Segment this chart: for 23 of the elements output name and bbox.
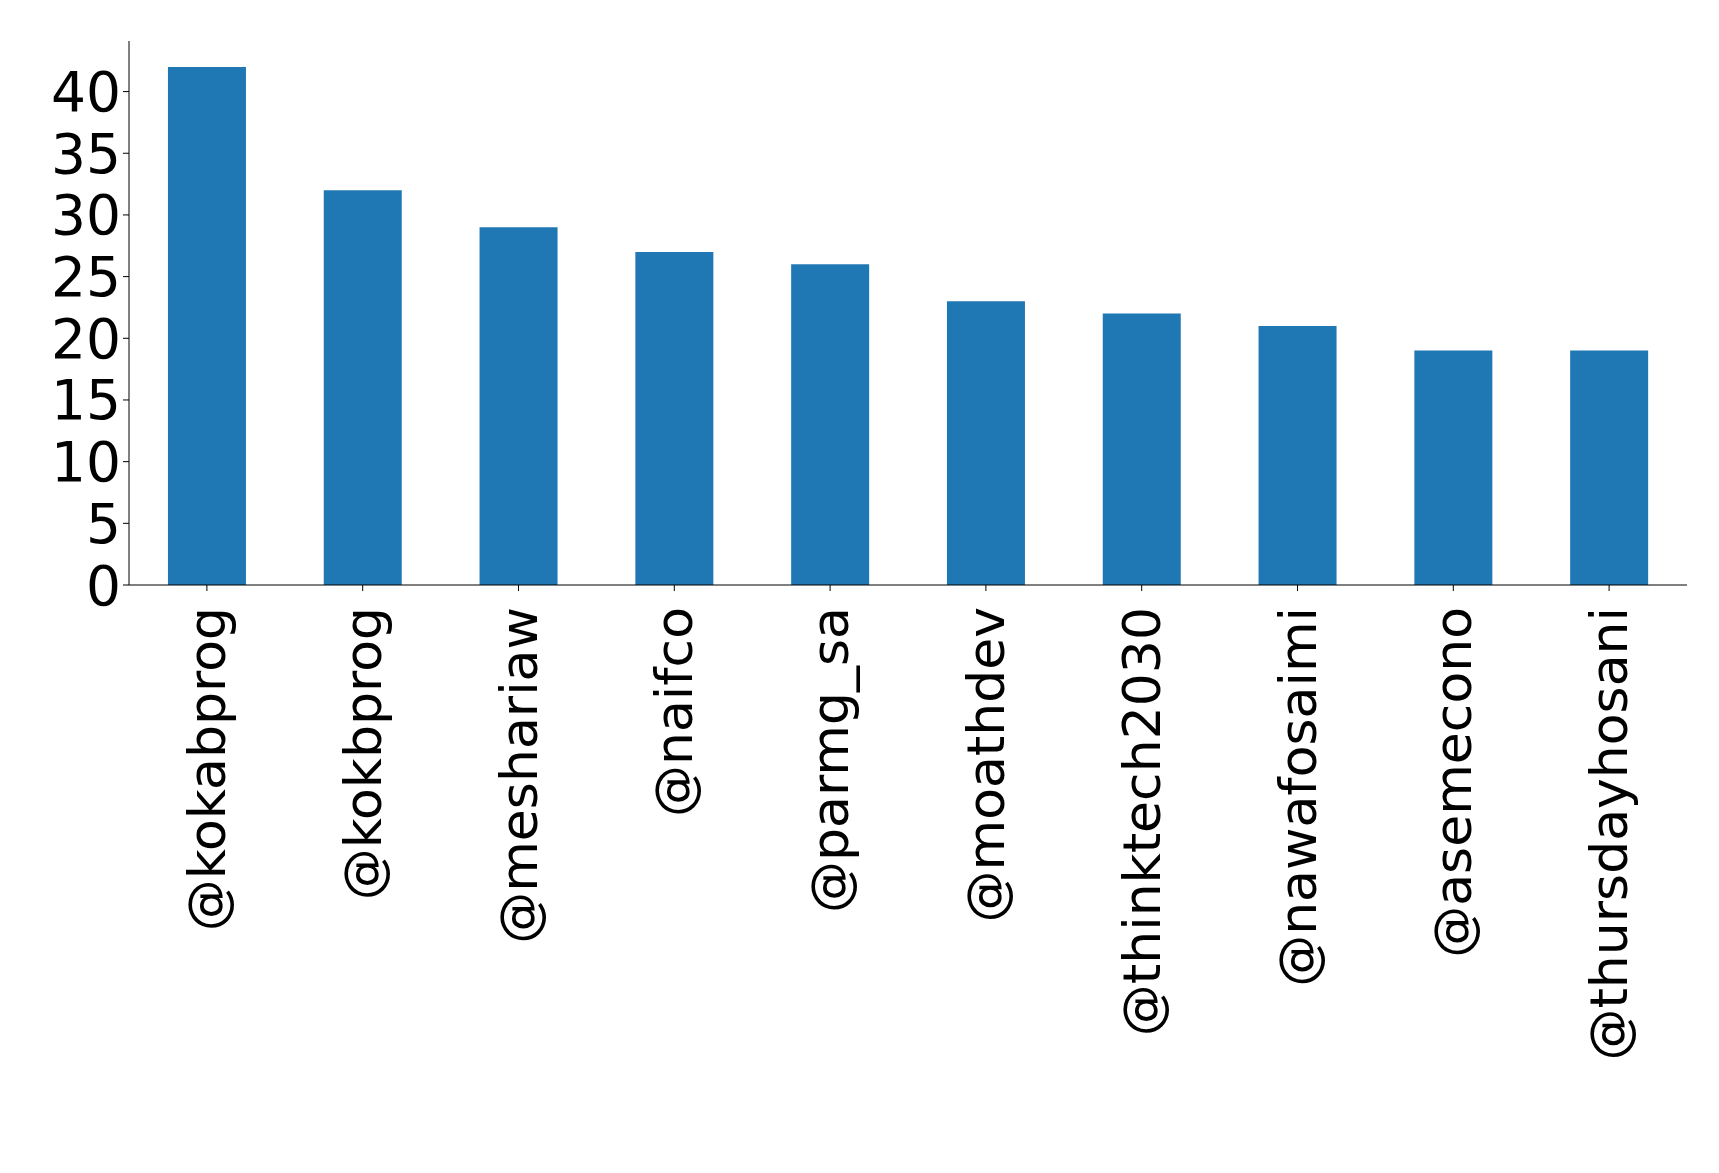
x-tick-label: @asemecono <box>1423 607 1484 958</box>
bar <box>635 251 714 585</box>
bar <box>791 264 870 585</box>
x-tick-label: @kokbprog <box>332 607 393 901</box>
bar <box>1414 350 1493 585</box>
x-tick-label: @thinktech2030 <box>1111 607 1172 1037</box>
x-tick-label: @naifco <box>644 607 705 817</box>
y-tick-label: 15 <box>51 368 121 433</box>
x-tick-label: @nawafosaimi <box>1267 607 1328 987</box>
bar <box>167 66 246 585</box>
bar <box>1570 350 1649 585</box>
bar <box>323 190 402 585</box>
bar <box>1258 325 1337 585</box>
y-tick-label: 0 <box>86 553 121 618</box>
bar <box>946 301 1025 585</box>
y-tick-label: 30 <box>51 183 121 248</box>
bar <box>479 227 558 585</box>
x-tick-label: @moathdev <box>955 607 1016 923</box>
bar <box>1102 313 1181 585</box>
x-tick-label: @meshariaw <box>488 607 549 944</box>
x-tick-label: @parmg_sa <box>800 607 861 913</box>
x-tick-label: @thursdayhosani <box>1579 607 1640 1061</box>
x-tick-label: @kokabprog <box>176 607 237 932</box>
